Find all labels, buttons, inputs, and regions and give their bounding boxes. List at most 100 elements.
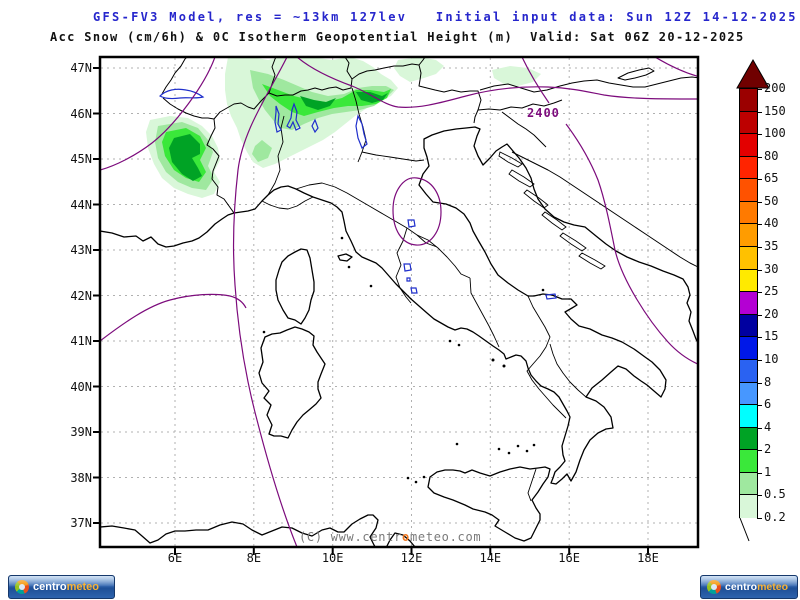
- legend-color-segment: [740, 156, 757, 180]
- lat-label: 46N: [70, 106, 92, 121]
- lat-label: 42N: [70, 288, 92, 303]
- corsica-coastline: [275, 248, 315, 325]
- centrometeo-ring-icon: [707, 580, 721, 594]
- brand-meteo: meteo: [66, 581, 100, 593]
- product-valid-title: Acc Snow (cm/6h) & 0C Isotherm Geopotent…: [50, 30, 745, 44]
- lat-label: 45N: [70, 152, 92, 166]
- watermark: (C) www.centrometeo.com: [299, 530, 482, 544]
- legend-value-label: 0.2: [757, 510, 786, 525]
- legend-value-label: 65: [756, 171, 779, 186]
- lon-label: 10E: [321, 551, 344, 565]
- legend-color-segment: [740, 89, 757, 112]
- legend-color-segment: [740, 495, 757, 518]
- legend-value-label: 30: [756, 261, 779, 276]
- lon-label: 6E: [167, 551, 183, 565]
- lat-label: 44N: [70, 197, 92, 212]
- lat-label: 40N: [70, 379, 92, 394]
- lake-varano: [545, 293, 557, 300]
- legend-value-label: 0.5: [757, 487, 786, 502]
- legend-value-label: 6: [756, 397, 772, 412]
- lon-label: 14E: [479, 551, 502, 565]
- lon-label: 12E: [400, 551, 423, 565]
- contour-height-label: 2400: [527, 106, 560, 120]
- lon-label: 8E: [246, 551, 262, 565]
- legend-value-label: 1: [756, 464, 772, 479]
- legend-value-label: 35: [756, 239, 779, 254]
- legend-value-label: 10: [756, 351, 779, 366]
- legend-color-segment: [740, 382, 757, 406]
- lake-como: [286, 102, 301, 131]
- legend-color-segment: [740, 179, 757, 202]
- elba-island: [337, 253, 353, 262]
- legend-value-label: 150: [757, 103, 786, 118]
- legend-color-segment: [740, 337, 757, 360]
- legend-color-segment: [740, 134, 757, 157]
- lake-balaton-outline: [617, 67, 655, 81]
- centrometeo-logo-left[interactable]: centrometeo: [8, 575, 115, 599]
- legend-color-segment: [740, 427, 757, 451]
- isotherm-closed-contour: [392, 177, 442, 246]
- watermark-logo-o: o: [402, 530, 410, 544]
- legend-value-label: 100: [757, 126, 786, 141]
- legend-value-label: 80: [756, 148, 779, 163]
- lake-vico: [406, 277, 411, 282]
- coastlines: [101, 126, 697, 546]
- lake-bolsena: [403, 263, 412, 272]
- legend-value-label: 50: [756, 193, 779, 208]
- legend-value-label: 25: [756, 284, 779, 299]
- map-frame: [98, 55, 700, 549]
- lake-geneva: [159, 88, 205, 100]
- legend-value-label: 200: [757, 81, 786, 95]
- country-borders: [161, 58, 697, 268]
- legend-color-segment: [740, 111, 757, 135]
- lon-label: 18E: [637, 551, 659, 565]
- sicily-coastline: [427, 466, 551, 542]
- legend-value-label: 2: [756, 442, 772, 457]
- sardinia-coastline: [258, 326, 326, 439]
- lakes: [159, 88, 557, 300]
- lake-trasimeno: [407, 219, 416, 228]
- legend-color-segment: [740, 450, 757, 473]
- snow-accumulation-shading: [146, 58, 541, 198]
- legend-color-segment: [740, 359, 757, 383]
- lat-label: 43N: [70, 243, 92, 257]
- legend-color-segment: [740, 314, 757, 338]
- lon-label: 16E: [558, 551, 580, 565]
- lake-bracciano: [410, 287, 418, 294]
- legend-color-segment: [740, 292, 757, 315]
- legend-color-segment: [740, 201, 757, 225]
- small-islands: [262, 236, 545, 484]
- legend-color-segment: [740, 247, 757, 270]
- mainland-coastline: [101, 126, 697, 485]
- legend-value-label: 4: [756, 419, 772, 434]
- lat-label: 38N: [70, 470, 92, 485]
- adriatic-islands: [498, 151, 606, 270]
- legend-value-label: 8: [756, 374, 772, 389]
- lat-label: 41N: [70, 334, 92, 348]
- lat-label: 47N: [70, 61, 92, 75]
- legend-tail: [739, 517, 750, 542]
- legend-color-segment: [740, 269, 757, 293]
- lake-iseo: [311, 118, 319, 134]
- centrometeo-ring-icon: [15, 580, 29, 594]
- lake-garda: [355, 114, 368, 149]
- legend-value-label: 40: [756, 216, 779, 231]
- brand-centro: centro: [33, 581, 67, 593]
- region-borders: [261, 87, 587, 502]
- legend-color-segment: [740, 224, 757, 248]
- legend-value-label: 15: [756, 329, 779, 344]
- centrometeo-logo-right[interactable]: centrometeo: [700, 575, 798, 599]
- model-info-title: GFS-FV3 Model, res = ~13km 127lev Initia…: [93, 10, 798, 24]
- legend-color-segment: [740, 472, 757, 496]
- lat-label: 39N: [70, 425, 92, 439]
- legend-color-segment: [740, 405, 757, 428]
- legend-colorbar: [739, 88, 758, 518]
- isotherm-contours: [101, 58, 697, 546]
- legend-value-label: 20: [756, 306, 779, 321]
- lat-label: 37N: [70, 516, 92, 530]
- africa-coastline: [101, 514, 416, 546]
- axis-ticks: [93, 67, 649, 555]
- lake-maggiore: [274, 105, 282, 133]
